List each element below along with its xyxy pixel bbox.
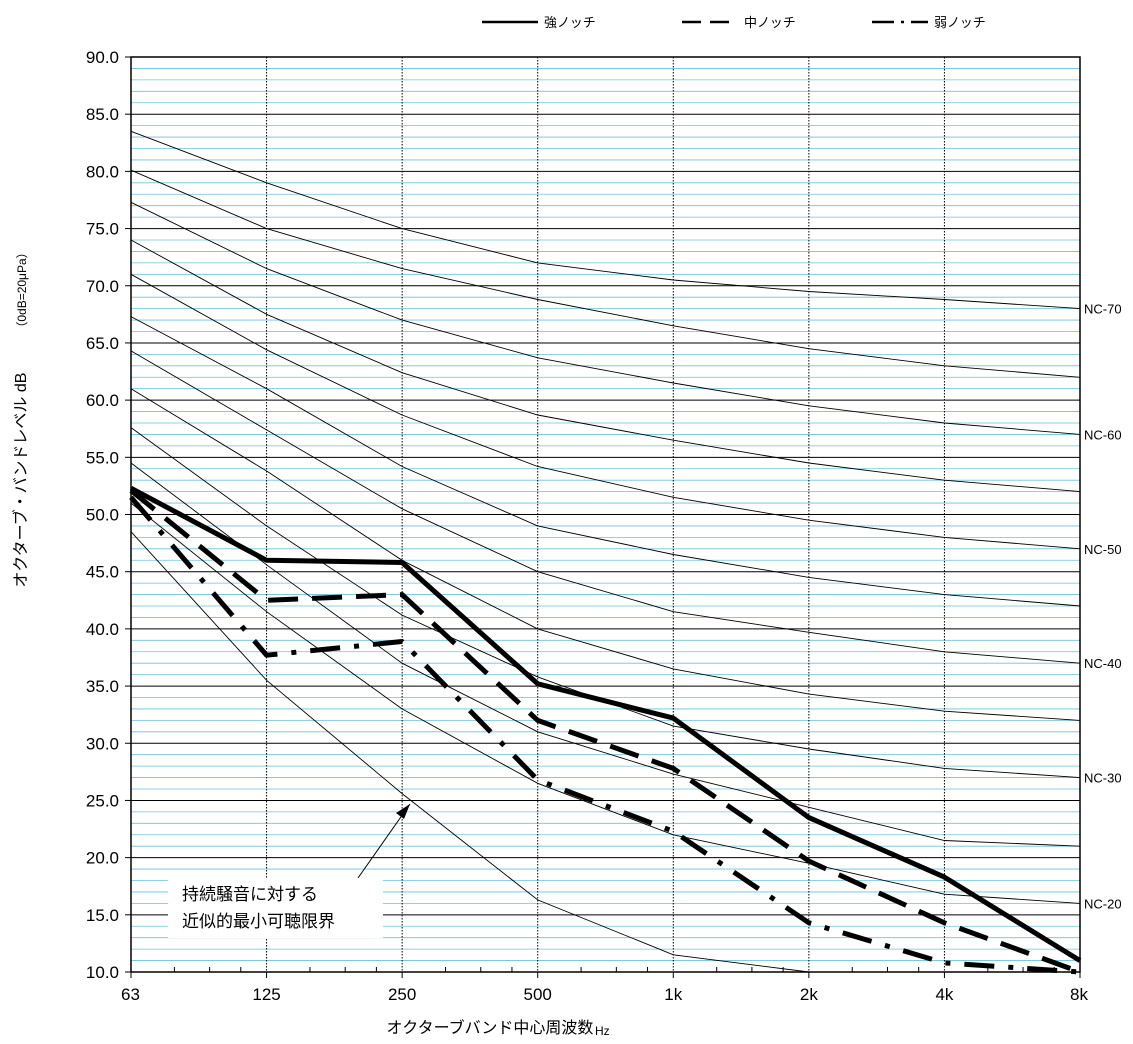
y-axis-label: オクターブ・バンドレベル dB （0dB=20μPa） [11,246,30,587]
nc-curve-nc-55 [130,239,1081,493]
nc-curve-nc-25 [130,462,1081,847]
y-tick-label: 75.0 [86,220,119,239]
x-tick-label: 63 [121,985,140,1004]
nc-curve-nc-45 [130,316,1081,607]
nc-label: NC-30 [1084,771,1122,786]
nc-labels: NC-70 NC-60 NC-50 NC-40 NC-30 NC-20 [1084,302,1122,912]
y-tick-label: 90.0 [86,48,119,67]
y-tick-label: 55.0 [86,448,119,467]
legend-label: 中ノッチ [744,15,796,30]
y-tick-label: 15.0 [86,906,119,925]
nc-curve-nc-70 [130,130,1081,310]
y-tick-label: 20.0 [86,849,119,868]
y-tick-label: 10.0 [86,963,119,982]
y-tick-label: 50.0 [86,506,119,525]
x-tick-label: 1k [664,985,682,1004]
x-tick-label: 4k [935,985,953,1004]
nc-label: NC-70 [1084,302,1122,317]
x-tick-label: 2k [800,985,818,1004]
y-tick-label: 25.0 [86,791,119,810]
nc-curve-nc-50 [130,273,1081,550]
nc-label: NC-40 [1084,656,1122,671]
y-tick-label: 80.0 [86,162,119,181]
x-axis-title: オクターブバンド中心周波数 [387,1018,594,1037]
x-axis-label: オクターブバンド中心周波数 Hz [387,1018,610,1038]
series-line [129,495,1081,975]
threshold-annotation: 持続騒音に対する 近似的最小可聴限界 [168,803,411,938]
series-line [129,485,1082,963]
y-tick-label: 30.0 [86,734,119,753]
series-line [129,488,1081,975]
y-tick-label: 65.0 [86,334,119,353]
y-axis-title: オクターブ・バンドレベル dB [11,373,30,588]
y-tick-label: 35.0 [86,677,119,696]
grid [131,56,1080,973]
nc-label: NC-20 [1084,896,1122,911]
nc-curve-nc-35 [130,388,1081,721]
nc-label: NC-50 [1084,542,1122,557]
x-tick-label: 250 [388,985,416,1004]
notch-series [129,485,1082,975]
nc-label: NC-60 [1084,427,1122,442]
x-tick-label: 125 [252,985,280,1004]
nc-curve-nc-40 [130,350,1081,664]
legend-label: 強ノッチ [544,15,596,30]
legend-label: 弱ノッチ [934,15,986,30]
annotation-line-2: 近似的最小可聴限界 [182,912,335,931]
y-tick-label: 45.0 [86,563,119,582]
annotation-box [168,878,383,938]
annotation-line-1: 持続騒音に対する [182,885,318,904]
y-tick-label: 85.0 [86,105,119,124]
y-tick-label: 40.0 [86,620,119,639]
nc-curve-nc-65 [130,169,1081,378]
y-tick-labels: 10.0 15.0 20.0 25.0 30.0 35.0 40.0 45.0 50.0 55.0… [86,48,131,982]
y-tick-label: 70.0 [86,277,119,296]
y-axis-unit: （0dB=20μPa） [15,246,29,333]
annotation-arrow-head [396,804,410,819]
y-tick-label: 60.0 [86,391,119,410]
nc-curve-nc-60 [130,201,1081,435]
nc-curve-nc-20 [130,502,1081,904]
x-tick-labels: 63 125 250 500 1k 2k 4k 8k [121,967,1088,1004]
x-tick-label: 8k [1070,985,1088,1004]
x-axis-unit: Hz [595,1024,610,1038]
legend: 強ノッチ 中ノッチ 弱ノッチ [482,15,986,30]
x-tick-label: 500 [524,985,552,1004]
